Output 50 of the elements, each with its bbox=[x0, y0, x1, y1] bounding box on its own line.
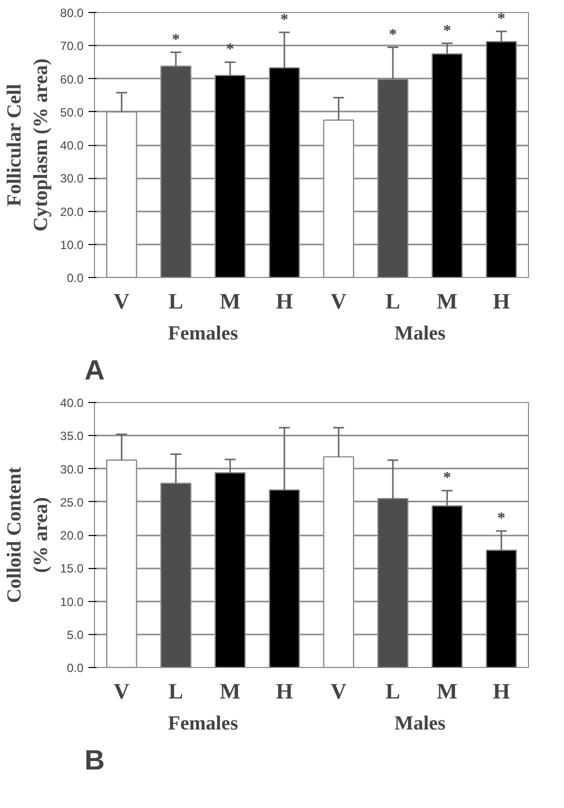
y-tick-label: 80.0 bbox=[60, 6, 84, 20]
y-axis-title: Colloid Content (% area) bbox=[4, 466, 52, 604]
x-tick-label: V bbox=[330, 678, 347, 704]
data-label: * bbox=[388, 26, 397, 44]
text: Females bbox=[168, 712, 238, 734]
y-tick-label: 5.0 bbox=[66, 628, 84, 642]
data-label: * bbox=[443, 22, 452, 40]
data-label: * bbox=[497, 10, 506, 28]
y-axis-title: Follicular Cell Cytoplasm (% area) bbox=[4, 58, 52, 232]
y-tick-label: 40.0 bbox=[60, 396, 84, 410]
y-tick-label: 30.0 bbox=[60, 172, 84, 186]
data-label: * bbox=[172, 31, 180, 48]
y-tick-label: 10.0 bbox=[60, 594, 84, 609]
text: A bbox=[84, 354, 105, 386]
x-tick-label: L bbox=[386, 678, 400, 704]
y-tick-label: 0.0 bbox=[66, 661, 84, 675]
x-tick-label: V bbox=[330, 288, 347, 314]
y-tick-label: 50.0 bbox=[60, 105, 84, 120]
y-tick-label: 20.0 bbox=[60, 528, 84, 542]
data-label: * bbox=[443, 470, 452, 487]
x-tick-label: M bbox=[220, 678, 241, 704]
x-tick-label: L bbox=[168, 288, 184, 314]
x-tick-label: H bbox=[492, 288, 510, 314]
y-tick-label: 20.0 bbox=[60, 204, 84, 219]
x-tick-label: H bbox=[276, 678, 293, 704]
text: Females bbox=[168, 322, 238, 344]
y-tick-label: 15.0 bbox=[60, 562, 84, 576]
x-tick-label: V bbox=[114, 288, 130, 314]
x-tick-label: H bbox=[276, 288, 293, 314]
data-label: * bbox=[497, 510, 506, 528]
x-tick-label: L bbox=[386, 288, 400, 314]
text: Males bbox=[394, 322, 446, 344]
y-tick-label: 25.0 bbox=[60, 495, 84, 510]
data-label: * bbox=[280, 11, 288, 28]
y-tick-label: 40.0 bbox=[60, 138, 84, 152]
x-tick-label: V bbox=[114, 678, 130, 704]
x-tick-label: L bbox=[168, 678, 184, 704]
y-tick-label: 0.0 bbox=[66, 271, 84, 285]
x-tick-label: M bbox=[436, 678, 458, 704]
y-tick-label: 30.0 bbox=[60, 462, 84, 476]
text: Males bbox=[394, 712, 446, 734]
y-tick-label: 35.0 bbox=[60, 429, 84, 444]
data-label: * bbox=[226, 41, 234, 58]
y-tick-label: 60.0 bbox=[60, 72, 84, 86]
text: B bbox=[84, 744, 105, 776]
x-tick-label: H bbox=[492, 678, 510, 704]
y-tick-label: 70.0 bbox=[60, 39, 84, 54]
y-tick-label: 10.0 bbox=[60, 238, 84, 252]
x-tick-label: M bbox=[220, 288, 241, 314]
x-tick-label: M bbox=[436, 288, 458, 314]
